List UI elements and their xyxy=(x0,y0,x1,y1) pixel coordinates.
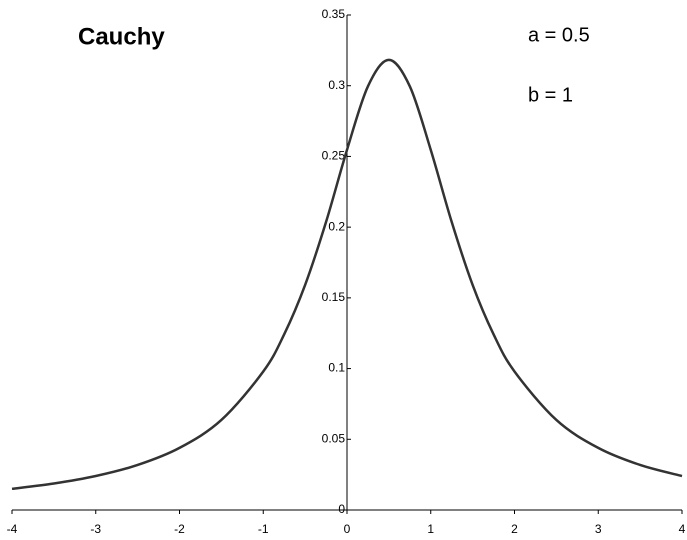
y-tick-label: 0.1 xyxy=(328,361,345,375)
x-tick-label: 3 xyxy=(595,522,602,536)
x-tick-label: 0 xyxy=(344,522,351,536)
x-tick-label: -4 xyxy=(7,522,18,536)
y-tick-label: 0.35 xyxy=(322,7,346,21)
y-tick-label: 0.25 xyxy=(322,149,346,163)
x-tick-label: -2 xyxy=(174,522,185,536)
annotation: a = 0.5 xyxy=(528,24,590,46)
x-tick-label: 4 xyxy=(679,522,686,536)
y-tick-label: 0.2 xyxy=(328,219,345,233)
line xyxy=(11,58,683,491)
y-tick-label: 0 xyxy=(338,502,345,516)
y-tick-label: 0.05 xyxy=(322,431,346,445)
chart-title: Cauchy xyxy=(78,23,165,50)
y-tick-label: 0.3 xyxy=(328,78,345,92)
x-tick-label: 2 xyxy=(511,522,518,536)
x-tick-label: -1 xyxy=(258,522,269,536)
y-tick-label: 0.15 xyxy=(322,290,346,304)
annotation: b = 1 xyxy=(528,84,573,106)
x-tick-label: -3 xyxy=(90,522,101,536)
x-tick-label: 1 xyxy=(427,522,434,536)
